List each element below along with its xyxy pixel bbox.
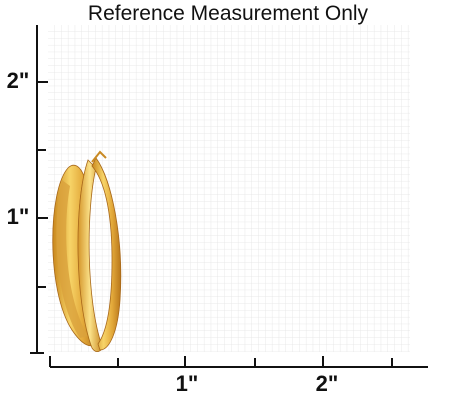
x-label: 2"	[316, 371, 339, 396]
x-label: 1"	[176, 371, 199, 396]
grid	[48, 25, 410, 352]
y-label: 2"	[7, 68, 30, 93]
earring	[52, 150, 122, 352]
y-label: 1"	[7, 204, 30, 229]
horizontal-ruler: 1" 2"	[49, 356, 428, 396]
vertical-ruler: 2" 1"	[7, 25, 48, 354]
title: Reference Measurement Only	[88, 2, 369, 25]
